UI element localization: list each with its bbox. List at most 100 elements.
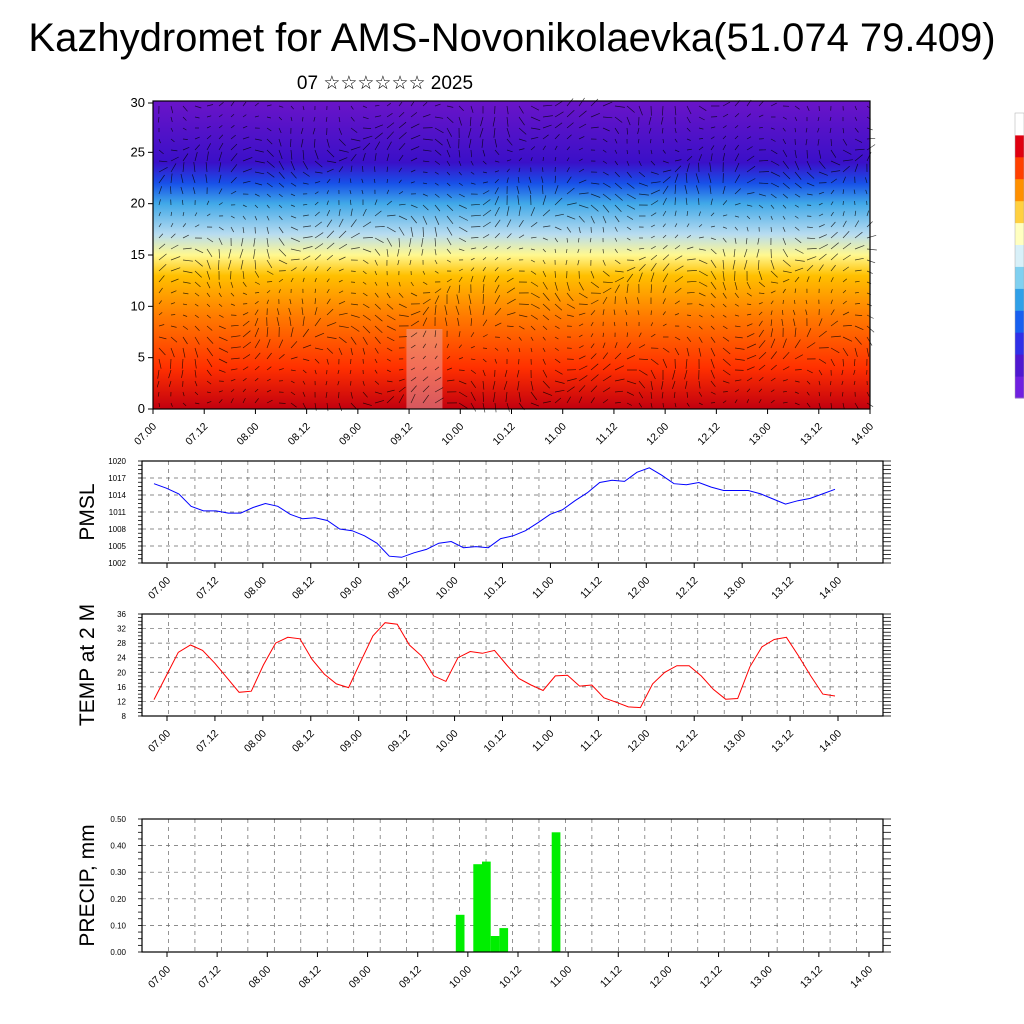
wind-vector xyxy=(314,243,324,250)
wind-vector xyxy=(662,323,667,327)
wind-vector xyxy=(230,357,240,360)
wind-vector xyxy=(206,200,210,206)
wind-vector xyxy=(228,259,232,270)
wind-vector xyxy=(266,248,270,259)
wind-vector xyxy=(602,171,609,176)
wind-vector xyxy=(577,259,580,266)
wind-vector xyxy=(734,325,741,328)
wind-vector xyxy=(326,149,335,158)
wind-vector xyxy=(218,142,224,151)
wind-vector xyxy=(566,215,576,220)
wind-vector xyxy=(722,380,730,384)
wind-vector xyxy=(338,347,343,356)
wind-vector xyxy=(242,168,253,173)
wind-vector xyxy=(326,347,334,354)
wind-vector xyxy=(794,204,799,208)
wind-vector xyxy=(842,220,847,228)
x-tick-label: 11.00 xyxy=(530,575,557,602)
colorbar-swatch xyxy=(1015,156,1024,180)
wind-vector xyxy=(218,188,223,195)
wind-vector xyxy=(337,380,340,386)
wind-vector xyxy=(205,162,208,173)
wind-vector xyxy=(854,220,860,228)
wind-vector xyxy=(182,247,192,250)
wind-vector xyxy=(830,231,838,239)
wind-vector xyxy=(602,399,609,404)
wind-vector xyxy=(434,248,437,256)
wind-vector xyxy=(566,292,574,302)
wind-vector xyxy=(698,248,706,251)
wind-vector xyxy=(530,207,536,217)
wind-vector xyxy=(398,111,405,118)
wind-vector xyxy=(661,391,664,399)
wind-vector xyxy=(470,203,480,206)
wind-vector xyxy=(482,181,488,184)
wind-vector xyxy=(662,197,667,206)
wind-vector xyxy=(854,280,860,283)
wind-vector xyxy=(266,226,269,234)
wind-vector xyxy=(770,389,775,393)
wind-vector xyxy=(398,101,403,107)
wind-vector xyxy=(734,303,739,307)
wind-vector xyxy=(698,402,703,406)
wind-vector xyxy=(506,159,512,162)
wind-vector xyxy=(590,333,594,338)
y-tick-label: 16 xyxy=(117,683,126,692)
wind-vector xyxy=(758,193,767,197)
wind-vector xyxy=(182,138,188,140)
wind-vector xyxy=(817,138,820,146)
wind-vector xyxy=(326,230,335,239)
wind-vector xyxy=(590,363,599,371)
wind-vector xyxy=(542,124,552,129)
wind-vector xyxy=(422,215,428,225)
wind-vector xyxy=(326,242,335,250)
wind-vector xyxy=(590,310,596,316)
wind-vector xyxy=(577,237,580,243)
wind-vector xyxy=(650,189,661,195)
x-tick-label: 12.00 xyxy=(644,421,671,448)
wind-vector xyxy=(409,259,412,265)
wind-vector xyxy=(650,200,659,206)
wind-vector xyxy=(182,325,189,330)
wind-vector xyxy=(278,138,282,147)
wind-vector xyxy=(793,318,796,327)
wind-vector xyxy=(662,160,669,164)
wind-vector xyxy=(758,302,763,305)
wind-vector xyxy=(818,149,822,159)
wind-vector xyxy=(614,390,624,393)
wind-vector xyxy=(698,116,705,121)
wind-vector xyxy=(314,266,319,272)
wind-vector xyxy=(230,190,237,195)
wind-vector xyxy=(194,303,199,307)
wind-vector xyxy=(746,226,749,232)
wind-vector xyxy=(338,300,346,305)
wind-vector xyxy=(722,303,727,308)
wind-vector xyxy=(374,210,382,217)
wind-vector xyxy=(338,279,343,283)
wind-vector xyxy=(239,248,244,259)
wind-vector xyxy=(506,287,516,294)
wind-vector xyxy=(230,101,235,107)
wind-vector xyxy=(386,325,396,331)
wind-vector xyxy=(744,248,748,258)
wind-vector xyxy=(350,303,359,306)
wind-vector xyxy=(410,332,418,338)
wind-vector xyxy=(554,336,559,340)
wind-vector xyxy=(434,138,443,146)
wind-vector xyxy=(325,116,328,122)
wind-vector xyxy=(734,215,740,218)
y-tick-label: 0.10 xyxy=(110,921,126,930)
wind-vector xyxy=(506,138,513,146)
wind-vector xyxy=(830,264,836,272)
wind-vector xyxy=(732,259,736,270)
wind-vector xyxy=(614,402,621,404)
wind-vector xyxy=(626,127,628,135)
wind-vector xyxy=(530,270,537,275)
wind-vector xyxy=(782,390,787,393)
wind-vector xyxy=(422,394,430,404)
wind-vector xyxy=(266,290,271,294)
wind-vector xyxy=(494,170,500,173)
wind-vector xyxy=(374,248,381,256)
wind-vector xyxy=(313,116,316,122)
wind-vector xyxy=(854,231,863,239)
